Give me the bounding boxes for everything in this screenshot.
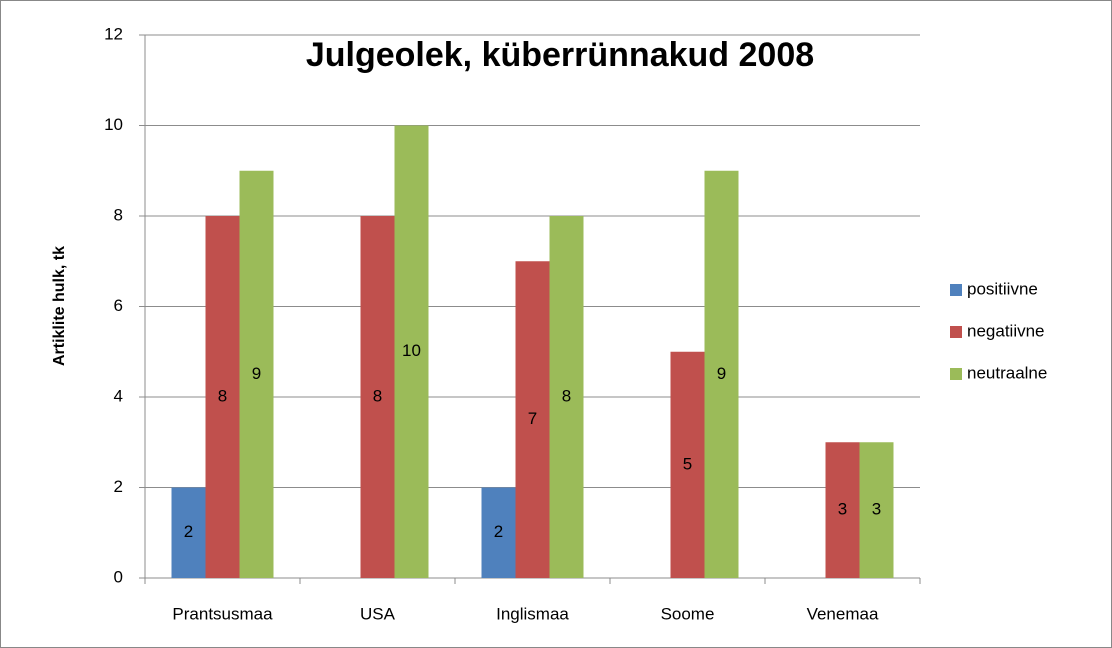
data-label: 9 [717,364,726,383]
x-tick-label: Inglismaa [496,604,569,623]
bar [704,170,739,578]
bar [825,442,860,578]
y-tick-label: 4 [114,386,123,405]
y-tick-label: 12 [104,24,123,43]
legend-label: neutraalne [967,363,1047,382]
data-label: 8 [373,386,382,405]
legend-swatch [950,326,962,338]
data-label: 3 [838,500,847,519]
data-label: 7 [528,409,537,428]
bar [481,487,516,578]
data-label: 9 [252,364,261,383]
y-tick-label: 6 [114,296,123,315]
bar [205,216,240,578]
bar [549,216,584,578]
data-label: 5 [683,454,692,473]
legend-label: positiivne [967,279,1038,298]
data-label: 10 [402,341,421,360]
x-tick-label: Prantsusmaa [172,604,273,623]
data-label: 8 [218,386,227,405]
x-tick-label: Soome [661,604,715,623]
x-tick-label: USA [360,604,396,623]
y-tick-label: 2 [114,477,123,496]
bar [670,351,705,578]
bar [394,125,429,578]
legend-swatch [950,284,962,296]
data-label: 2 [494,522,503,541]
legend-swatch [950,368,962,380]
x-tick-label: Venemaa [807,604,879,623]
bar [515,261,550,578]
legend-label: negatiivne [967,321,1045,340]
bar [360,216,395,578]
y-tick-label: 8 [114,205,123,224]
bar [171,487,206,578]
chart-title: Julgeolek, küberrünnakud 2008 [306,36,814,74]
bar [859,442,894,578]
data-label: 8 [562,386,571,405]
y-axis-label: Artiklite hulk, tk [51,246,68,366]
data-label: 3 [872,500,881,519]
y-tick-label: 10 [104,115,123,134]
bar [239,170,274,578]
data-label: 2 [184,522,193,541]
y-tick-label: 0 [114,567,123,586]
